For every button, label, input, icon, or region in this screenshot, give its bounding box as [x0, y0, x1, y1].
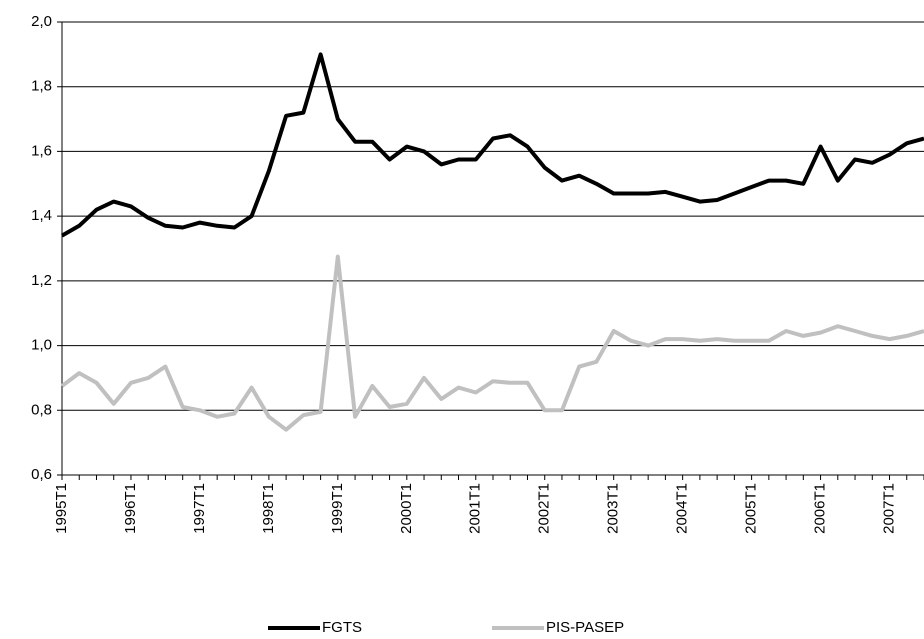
y-tick-label: 1,0: [31, 337, 52, 354]
x-tick-label: 2007T1: [880, 483, 897, 534]
series-line: [61, 52, 924, 238]
x-tick-label: 2001T1: [467, 483, 484, 534]
y-tick-label: 1,8: [31, 78, 52, 95]
y-tick-label: 2,0: [31, 13, 52, 30]
x-tick-label: 2006T1: [812, 483, 829, 534]
x-tick-label: 2002T1: [536, 483, 553, 534]
legend-label: FGTS: [322, 619, 362, 636]
x-tick-label: 2005T1: [743, 483, 760, 534]
x-tick-label: 1999T1: [329, 483, 346, 534]
x-tick-label: 1997T1: [191, 483, 208, 534]
x-tick-label: 1998T1: [260, 483, 277, 534]
y-tick-label: 0,6: [31, 466, 52, 483]
x-tick-label: 2003T1: [605, 483, 622, 534]
x-tick-label: 2004T1: [674, 483, 691, 534]
x-tick-label: 1995T1: [53, 483, 70, 534]
x-tick-label: 2000T1: [398, 483, 415, 534]
series-line: [60, 254, 924, 432]
y-tick-label: 1,6: [31, 142, 52, 159]
y-tick-label: 0,8: [31, 401, 52, 418]
y-tick-label: 1,4: [31, 207, 52, 224]
y-tick-label: 1,2: [31, 272, 52, 289]
x-tick-label: 1996T1: [122, 483, 139, 534]
legend-label: PIS-PASEP: [546, 619, 624, 636]
